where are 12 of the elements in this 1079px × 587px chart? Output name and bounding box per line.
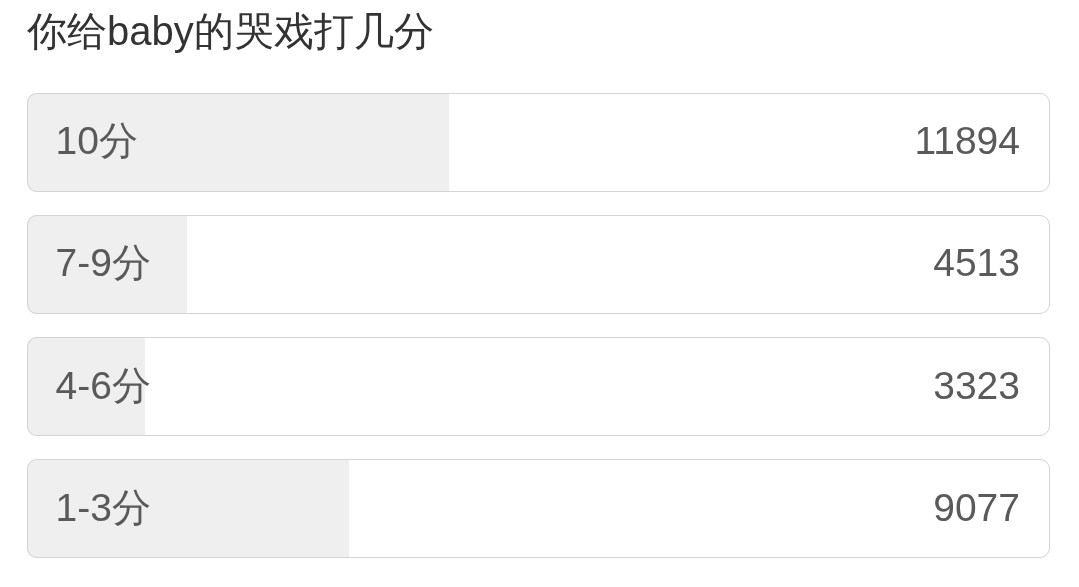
data-label: 4513 [933, 241, 1020, 285]
data-label: 9077 [933, 485, 1020, 529]
y-tick-label: 7-9分 [55, 241, 151, 285]
bar [27, 459, 350, 558]
data-label: 11894 [914, 119, 1020, 163]
y-tick-label: 10分 [55, 119, 138, 163]
y-tick-label: 4-6分 [55, 363, 151, 407]
data-label: 3323 [933, 363, 1020, 407]
chart-title: 你给baby的哭戏打几分 [26, 9, 434, 53]
bar [27, 93, 450, 192]
bar [27, 215, 188, 314]
y-tick-label: 1-3分 [55, 485, 151, 529]
